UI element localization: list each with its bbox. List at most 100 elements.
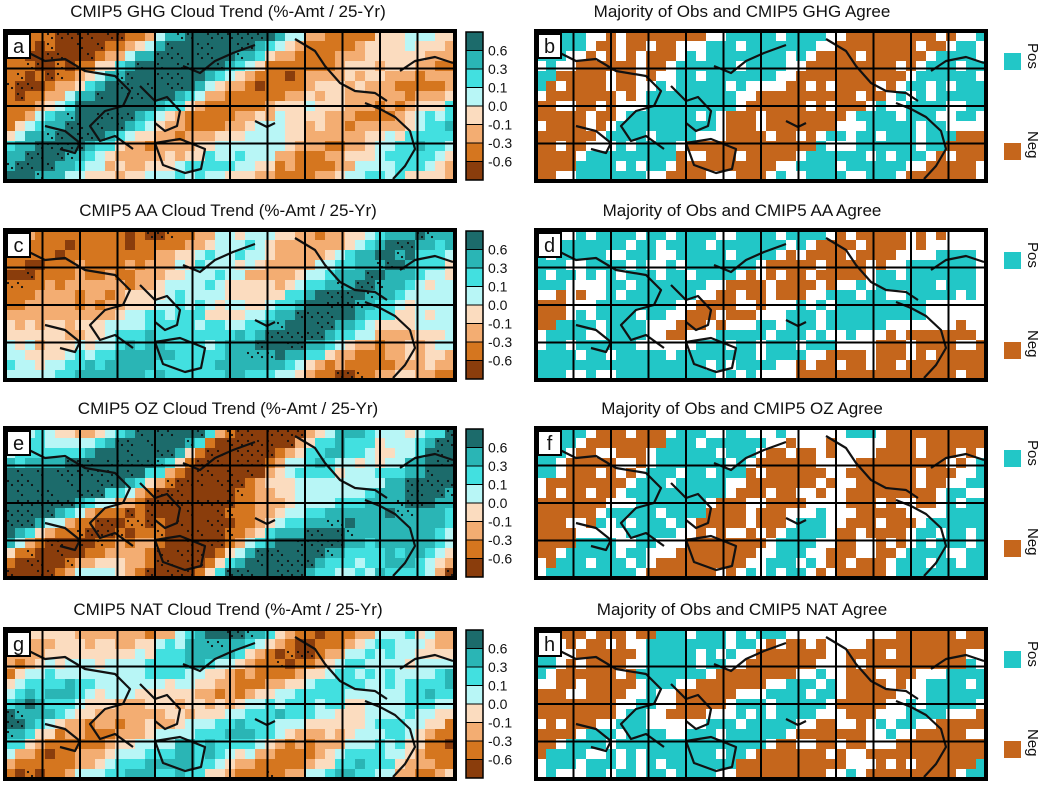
map-cell <box>666 240 677 251</box>
map-cell <box>726 230 737 241</box>
map-cell <box>876 360 887 371</box>
map-cell <box>786 508 797 519</box>
map-cell <box>245 290 256 301</box>
map-cell <box>796 438 807 449</box>
map-cell <box>215 280 226 291</box>
map-cell <box>776 51 787 62</box>
map-cell <box>576 508 587 519</box>
map-cell <box>586 111 597 122</box>
map-cell <box>175 428 186 439</box>
map-cell <box>205 458 216 469</box>
map-cell <box>325 91 336 102</box>
significance-dot <box>130 86 134 90</box>
map-cell <box>586 41 597 52</box>
map-cell <box>836 360 847 371</box>
significance-dot <box>46 489 50 493</box>
map-cell <box>886 91 897 102</box>
significance-dot <box>16 92 20 96</box>
map-cell <box>435 240 446 251</box>
map-cell <box>566 548 577 559</box>
map-cell <box>746 270 757 281</box>
map-cell <box>896 280 907 291</box>
significance-dot <box>346 371 350 375</box>
map-cell <box>796 558 807 569</box>
significance-dot <box>30 156 34 160</box>
map-cell <box>105 438 116 449</box>
map-cell <box>576 240 587 251</box>
map-cell <box>886 171 897 182</box>
map-cell <box>205 91 216 102</box>
map-cell <box>215 171 226 182</box>
map-cell <box>215 161 226 172</box>
map-cell <box>45 71 56 82</box>
map-cell <box>966 250 977 261</box>
map-cell <box>365 41 376 52</box>
map-cell <box>826 61 837 72</box>
map-cell <box>816 131 827 142</box>
map-cell <box>315 141 326 152</box>
map-cell <box>25 151 36 162</box>
map-cell <box>636 518 647 529</box>
significance-dot <box>166 559 170 563</box>
map-cell <box>646 240 657 251</box>
map-cell <box>856 121 867 132</box>
map-cell <box>976 468 987 479</box>
map-cell <box>576 438 587 449</box>
significance-dot <box>180 36 184 40</box>
significance-dot <box>50 146 54 150</box>
significance-dot <box>216 519 220 523</box>
grid-lines <box>5 230 455 380</box>
significance-dot <box>10 285 14 289</box>
map-cell <box>856 250 867 261</box>
map-cell <box>325 131 336 142</box>
map-cell <box>796 468 807 479</box>
significance-dot <box>126 439 130 443</box>
map-cell <box>616 568 627 579</box>
map-cell <box>305 151 316 162</box>
map-cell <box>926 61 937 72</box>
map-cell <box>886 350 897 361</box>
map-cell <box>796 370 807 381</box>
map-cell <box>345 468 356 479</box>
map-cell <box>175 161 186 172</box>
map-cell <box>846 141 857 152</box>
map-cell <box>936 538 947 549</box>
map-cell <box>345 31 356 42</box>
map-cell <box>706 51 717 62</box>
map-cell <box>305 488 316 499</box>
map-cell <box>816 350 827 361</box>
map-cell <box>746 538 757 549</box>
map-cell <box>35 171 46 182</box>
map-cell <box>105 280 116 291</box>
map-cell <box>205 350 216 361</box>
significance-dot <box>186 509 190 513</box>
map-cell <box>155 41 166 52</box>
map-cell <box>175 111 186 122</box>
significance-dot <box>146 509 150 513</box>
significance-dot <box>180 86 184 90</box>
map-cell <box>886 280 897 291</box>
map-cell <box>205 171 216 182</box>
map-cell <box>926 51 937 62</box>
map-cell <box>385 171 396 182</box>
map-cell <box>25 320 36 331</box>
map-cell <box>876 81 887 92</box>
map-cell <box>666 428 677 439</box>
significance-dot <box>20 523 24 527</box>
map-cell <box>325 171 336 182</box>
map-cell <box>275 151 286 162</box>
map-cell <box>345 121 356 132</box>
map-cell <box>726 568 737 579</box>
map-cell <box>946 61 957 72</box>
map-cell <box>205 61 216 72</box>
map-cell <box>255 568 266 579</box>
map-cell <box>686 488 697 499</box>
map-cell <box>566 448 577 459</box>
map-cell <box>205 639 216 650</box>
significance-dot <box>176 72 180 76</box>
map-cell <box>295 639 306 650</box>
significance-dot <box>370 275 374 279</box>
map-cell <box>335 488 346 499</box>
significance-dot <box>230 503 234 507</box>
map-cell <box>936 61 947 72</box>
